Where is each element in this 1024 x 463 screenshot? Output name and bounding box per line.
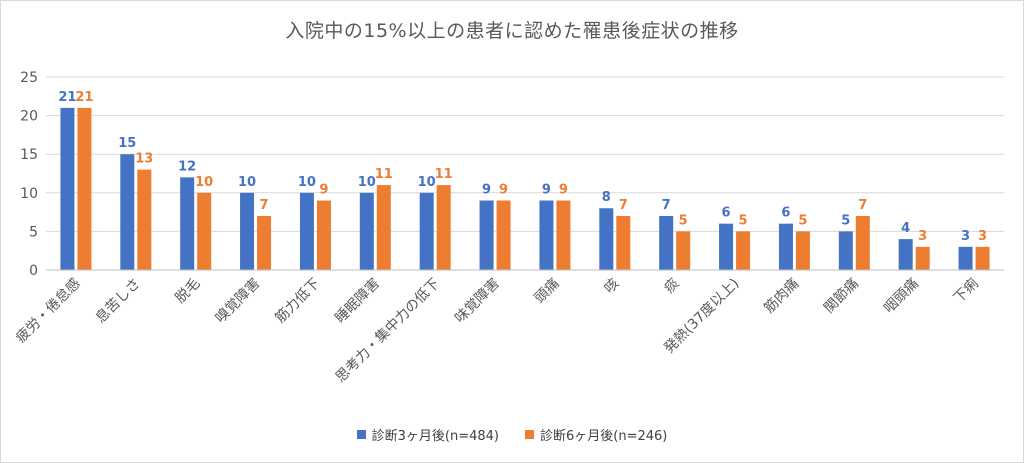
bar	[975, 246, 990, 270]
x-tick-label: 咳	[601, 276, 622, 297]
legend-item-6-months: 診断6ヶ月後(n=246)	[525, 425, 667, 444]
x-tick-label: 脱毛	[172, 276, 203, 307]
bar	[676, 231, 691, 270]
bar	[180, 177, 195, 270]
data-label: 3	[978, 229, 987, 244]
data-label: 10	[195, 175, 213, 190]
chart-title: 入院中の15%以上の患者に認めた罹患後症状の推移	[285, 20, 739, 42]
data-label: 4	[901, 221, 910, 236]
x-tick-label: 頭痛	[531, 275, 563, 307]
bar	[915, 246, 930, 270]
data-label: 5	[679, 213, 688, 228]
x-tick-label: 下痢	[951, 276, 982, 307]
data-label: 5	[798, 213, 807, 228]
legend-label-3-months: 診断3ヶ月後(n=484)	[371, 429, 499, 444]
bar	[539, 200, 554, 270]
x-tick-label: 筋肉痛	[761, 275, 803, 317]
data-label: 11	[375, 167, 393, 182]
bar	[719, 223, 734, 270]
bar	[436, 185, 451, 270]
x-tick-label: 睡眠障害	[332, 276, 383, 327]
bar	[958, 246, 973, 270]
bar	[838, 231, 853, 270]
y-tick-label: 10	[20, 186, 38, 202]
data-label: 10	[298, 175, 316, 190]
y-tick-label: 20	[20, 109, 38, 125]
data-label: 13	[135, 152, 153, 167]
data-label: 9	[542, 183, 551, 198]
data-label: 11	[435, 167, 453, 182]
data-label: 7	[858, 198, 867, 213]
bar	[137, 169, 152, 270]
x-tick-label: 疲労・倦怠感	[12, 275, 83, 346]
x-tick-label: 咽頭痛	[880, 275, 922, 317]
data-label: 5	[739, 213, 748, 228]
x-tick-label: 嗅覚障害	[212, 276, 263, 327]
data-label: 6	[722, 206, 731, 221]
bar	[795, 231, 810, 270]
y-tick-label: 5	[29, 224, 38, 240]
bar	[616, 215, 631, 270]
x-tick-label: 関節痛	[820, 275, 862, 317]
data-label: 10	[358, 175, 376, 190]
data-label: 9	[482, 183, 491, 198]
bar	[736, 231, 751, 270]
data-label: 9	[559, 183, 568, 198]
bar	[316, 200, 331, 270]
x-tick-label: 痰	[661, 276, 682, 297]
bar	[299, 192, 314, 270]
y-tick-label: 25	[20, 70, 38, 86]
bar	[496, 200, 511, 270]
bar	[359, 192, 374, 270]
data-label: 7	[260, 198, 269, 213]
data-label: 12	[178, 159, 196, 174]
x-tick-label: 思考力・集中力の低下	[332, 275, 443, 386]
x-tick-label: 味覚障害	[452, 276, 503, 327]
bar	[898, 239, 913, 270]
x-tick-label: 息苦しさ	[92, 275, 144, 327]
data-label: 10	[238, 175, 256, 190]
bar	[599, 208, 614, 270]
bar	[855, 215, 870, 270]
y-tick-label: 15	[20, 147, 38, 163]
data-label: 7	[619, 198, 628, 213]
data-label: 9	[319, 183, 328, 198]
data-label: 3	[918, 229, 927, 244]
legend-label-6-months: 診断6ヶ月後(n=246)	[540, 429, 668, 444]
legend: 診断3ヶ月後(n=484) 診断6ヶ月後(n=246)	[0, 425, 1024, 444]
legend-swatch-3-months	[356, 430, 366, 439]
data-label: 10	[418, 175, 436, 190]
bar	[419, 192, 434, 270]
data-label: 15	[118, 136, 136, 151]
bar	[60, 107, 75, 270]
bar	[376, 185, 391, 270]
bar	[77, 107, 92, 270]
x-tick-label: 筋力低下	[272, 275, 324, 327]
bar	[240, 192, 255, 270]
data-label: 21	[75, 90, 93, 105]
legend-item-3-months: 診断3ヶ月後(n=484)	[356, 425, 499, 444]
data-label: 9	[499, 183, 508, 198]
bar	[778, 223, 793, 270]
bar	[120, 154, 135, 270]
bar	[659, 215, 674, 270]
legend-swatch-6-months	[525, 430, 534, 439]
bar	[556, 200, 571, 270]
bar	[197, 192, 212, 270]
data-label: 7	[662, 198, 671, 213]
data-label: 3	[961, 229, 970, 244]
data-label: 21	[58, 90, 76, 105]
bar	[257, 215, 272, 270]
data-label: 6	[781, 206, 790, 221]
data-label: 8	[602, 190, 611, 205]
y-tick-label: 0	[29, 263, 38, 279]
bar	[479, 200, 494, 270]
data-label: 5	[841, 213, 850, 228]
